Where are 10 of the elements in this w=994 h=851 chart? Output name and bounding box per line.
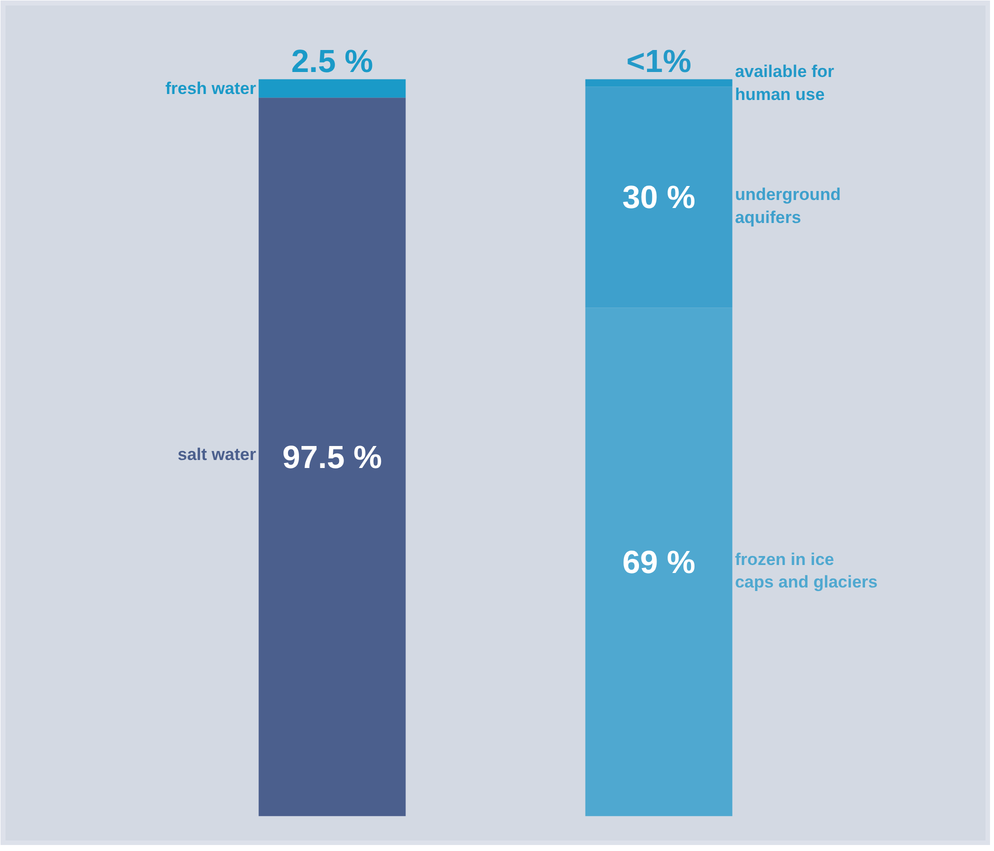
data-label: <1% — [626, 43, 692, 80]
data-label: 69 % — [622, 544, 696, 580]
series-label: available for human use — [734, 62, 835, 104]
data-label: 30 % — [622, 179, 696, 216]
series-label: underground aquifers — [734, 185, 841, 227]
series-label: salt water — [178, 444, 256, 464]
series-label: fresh water — [165, 78, 256, 98]
series-label: frozen in ice caps and glaciers — [734, 550, 878, 592]
data-label: 97.5 % — [282, 438, 382, 475]
data-label: 2.5 % — [291, 43, 374, 80]
